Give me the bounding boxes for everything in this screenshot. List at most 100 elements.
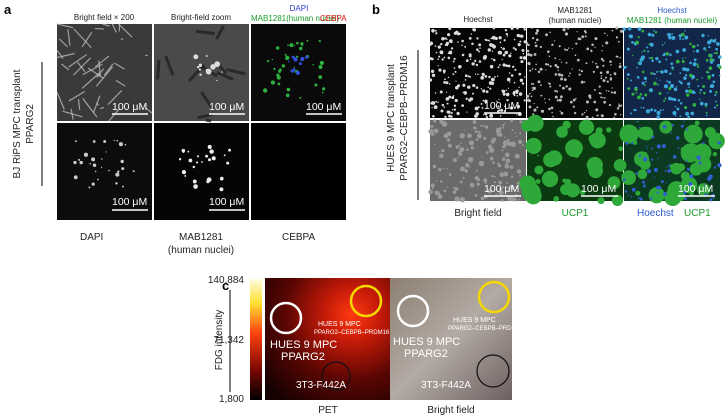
texture xyxy=(450,47,454,50)
texture xyxy=(528,62,531,66)
texture xyxy=(471,92,474,95)
texture xyxy=(554,40,556,42)
texture xyxy=(585,100,589,104)
texture xyxy=(284,53,287,56)
texture xyxy=(505,92,510,97)
texture xyxy=(478,50,481,53)
texture xyxy=(618,103,620,105)
texture xyxy=(680,32,685,37)
texture xyxy=(275,46,280,50)
texture xyxy=(628,34,634,39)
texture xyxy=(501,58,503,60)
texture xyxy=(478,43,482,47)
texture xyxy=(696,78,699,81)
texture xyxy=(609,60,612,63)
texture xyxy=(697,183,711,197)
texture xyxy=(565,183,580,198)
texture xyxy=(532,83,535,85)
texture xyxy=(543,98,546,100)
scale-label: 100 μM xyxy=(112,196,147,208)
texture xyxy=(614,73,617,76)
texture xyxy=(546,150,563,166)
texture xyxy=(648,57,651,59)
texture xyxy=(58,38,69,48)
texture xyxy=(465,97,468,100)
texture xyxy=(498,98,500,101)
texture xyxy=(599,71,603,75)
texture xyxy=(705,59,709,62)
texture xyxy=(523,40,527,44)
texture xyxy=(101,158,103,160)
axis-label: FDG intensity xyxy=(214,310,225,371)
texture xyxy=(197,112,214,120)
texture xyxy=(278,68,282,72)
texture xyxy=(605,90,608,92)
texture xyxy=(684,197,687,201)
texture xyxy=(97,178,99,181)
texture xyxy=(448,173,452,176)
texture xyxy=(553,195,560,202)
texture xyxy=(482,99,485,102)
texture xyxy=(515,135,518,138)
texture xyxy=(281,64,285,68)
texture xyxy=(124,143,127,146)
texture xyxy=(519,174,522,177)
texture xyxy=(602,64,605,67)
texture xyxy=(178,158,182,161)
texture xyxy=(459,133,465,139)
texture xyxy=(510,52,512,54)
texture xyxy=(707,75,711,79)
micrograph xyxy=(57,24,152,121)
texture xyxy=(709,198,713,202)
texture xyxy=(531,36,535,40)
texture xyxy=(668,36,672,40)
texture xyxy=(433,119,437,123)
column-header: Hoechst xyxy=(463,15,493,24)
texture xyxy=(487,39,490,42)
image-caption: PET xyxy=(318,405,337,416)
texture xyxy=(62,110,83,118)
texture xyxy=(696,50,698,52)
texture xyxy=(521,144,524,147)
column-header: MAB1281 xyxy=(557,6,593,15)
texture xyxy=(548,55,551,58)
texture xyxy=(554,57,557,60)
texture xyxy=(188,158,193,163)
texture xyxy=(431,187,434,190)
bottom-label: MAB1281 xyxy=(179,232,223,243)
texture xyxy=(464,45,467,48)
texture xyxy=(680,147,686,152)
texture xyxy=(562,28,566,32)
texture xyxy=(431,107,433,109)
texture xyxy=(656,144,661,149)
texture xyxy=(656,191,660,194)
column-header: MAB1281(human nuclei) xyxy=(251,14,339,23)
texture xyxy=(654,31,658,34)
texture xyxy=(709,89,712,93)
texture xyxy=(431,73,436,77)
texture xyxy=(692,102,697,107)
texture xyxy=(494,175,496,178)
texture xyxy=(318,40,321,43)
texture xyxy=(469,182,475,188)
texture xyxy=(518,72,522,76)
texture xyxy=(697,85,700,87)
texture xyxy=(537,70,541,74)
texture xyxy=(516,104,521,109)
texture xyxy=(492,137,497,142)
texture xyxy=(495,127,502,134)
texture xyxy=(519,78,524,83)
texture xyxy=(686,159,689,162)
texture xyxy=(677,146,680,149)
texture xyxy=(92,95,101,114)
texture xyxy=(460,166,465,172)
texture xyxy=(685,128,689,131)
texture xyxy=(714,106,717,109)
texture xyxy=(504,122,506,125)
texture xyxy=(676,107,680,111)
texture xyxy=(485,116,489,119)
texture xyxy=(493,181,496,184)
texture xyxy=(453,186,456,189)
texture xyxy=(505,64,508,68)
colorbar-tick: 140,884 xyxy=(208,275,245,286)
